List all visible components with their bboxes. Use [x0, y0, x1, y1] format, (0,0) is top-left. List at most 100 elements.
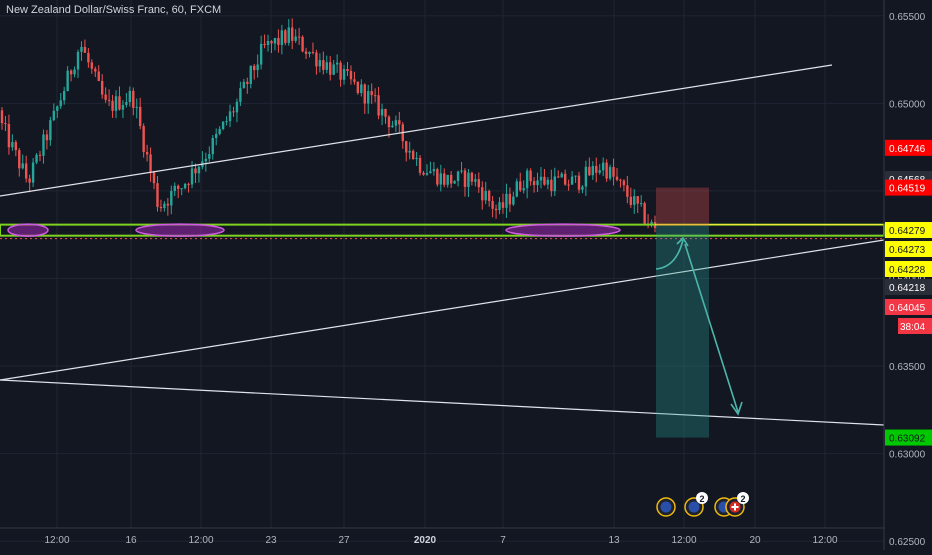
candle-body: [159, 206, 163, 209]
candle-body: [38, 154, 42, 156]
candle-body: [563, 173, 567, 185]
price-axis-tick-label: 0.62500: [889, 537, 926, 548]
economic-event-marker[interactable]: 2: [725, 492, 749, 517]
candle-body: [474, 179, 477, 182]
candle-body: [232, 111, 235, 113]
candle-body: [100, 80, 104, 95]
candle-body: [94, 68, 97, 72]
candle-body: [256, 64, 259, 71]
price-axis-tick-label: 0.65000: [889, 99, 926, 110]
candle-body: [204, 158, 208, 162]
candle-body: [211, 137, 214, 155]
candle-body: [373, 95, 377, 97]
support-touch-marker: [505, 223, 621, 237]
event-count-badge: [696, 492, 708, 504]
candle-body: [280, 30, 284, 45]
rising-trendline: [0, 239, 885, 381]
candle-body: [342, 69, 346, 80]
candle-body: [90, 62, 94, 69]
candle-body: [543, 176, 546, 185]
candle-body: [470, 172, 474, 182]
candle-body: [356, 81, 360, 94]
candle-body: [588, 166, 591, 176]
candle-body: [270, 40, 273, 44]
time-axis-tick-label: 20: [749, 535, 761, 546]
flag-cross: [731, 506, 739, 508]
position-stop-zone: [656, 187, 709, 226]
candle-body: [97, 71, 100, 81]
candle-body: [598, 170, 601, 173]
candle-body: [49, 120, 52, 141]
candle-body: [218, 129, 221, 134]
candle-body: [584, 166, 588, 187]
candle-body: [387, 116, 391, 128]
candle-body: [145, 152, 149, 155]
candle-body: [525, 170, 529, 189]
price-label-tag: [885, 241, 932, 257]
candle-body: [553, 176, 557, 192]
time-axis-tick-label: 12:00: [44, 535, 69, 546]
candle-body: [83, 46, 87, 53]
candle-body: [135, 106, 138, 108]
candle-body: [481, 187, 484, 201]
candle-body: [284, 30, 287, 43]
candle-body: [11, 142, 14, 148]
candle-body: [408, 150, 411, 153]
candle-body: [76, 51, 80, 70]
candle-body: [415, 157, 418, 159]
candle-body: [183, 183, 187, 189]
support-touch-marker: [7, 223, 49, 237]
economic-event-marker[interactable]: [656, 497, 676, 517]
candle-body: [166, 203, 170, 206]
candle-body: [311, 52, 315, 54]
price-axis-tick-label: 0.63000: [889, 450, 926, 461]
candle-body: [384, 109, 387, 117]
time-axis-tick-label: 12:00: [812, 535, 837, 546]
candle-body: [557, 176, 560, 178]
candle-body: [249, 65, 252, 84]
candle-body: [173, 185, 176, 192]
candle-body: [273, 38, 277, 44]
event-count-text: 2: [699, 494, 704, 504]
candle-body: [66, 70, 69, 92]
projection-arrow-up: [655, 239, 684, 270]
candle-body: [491, 200, 494, 209]
projection-arrow-down: [684, 243, 739, 413]
candle-body: [391, 125, 394, 128]
candle-body: [228, 111, 232, 122]
candle-body: [62, 91, 66, 101]
candle-body: [194, 168, 197, 174]
candle-body: [59, 100, 62, 107]
candle-body: [453, 180, 456, 184]
time-axis-tick-label: 12:00: [188, 535, 213, 546]
candle-body: [28, 178, 31, 183]
candle-body: [439, 173, 442, 185]
economic-event-marker[interactable]: 2: [684, 492, 708, 517]
candle-body: [643, 203, 646, 224]
candle-body: [266, 40, 270, 46]
candle-body: [308, 52, 311, 54]
price-label-text: 0.64045: [889, 303, 926, 314]
candle-body: [595, 165, 598, 173]
candle-body: [463, 170, 467, 187]
candle-body: [394, 120, 398, 126]
candle-body: [591, 165, 595, 176]
upper-trendline: [0, 64, 833, 197]
candle-body: [467, 172, 470, 187]
candle-body: [263, 43, 266, 46]
falling-trendline: [0, 379, 885, 426]
candle-body: [360, 84, 363, 94]
candle-body: [560, 173, 563, 178]
candle-body: [52, 110, 56, 121]
time-axis-tick-label: 7: [500, 535, 506, 546]
symbol-title: New Zealand Dollar/Swiss Franc, 60, FXCM: [6, 4, 222, 16]
candle-body: [139, 106, 142, 127]
event-count-badge: [737, 492, 749, 504]
candle-body: [297, 36, 301, 38]
candle-body: [56, 106, 59, 111]
candle-body: [128, 90, 132, 103]
candle-body: [449, 174, 453, 184]
price-label-text: 0.63092: [889, 434, 926, 445]
